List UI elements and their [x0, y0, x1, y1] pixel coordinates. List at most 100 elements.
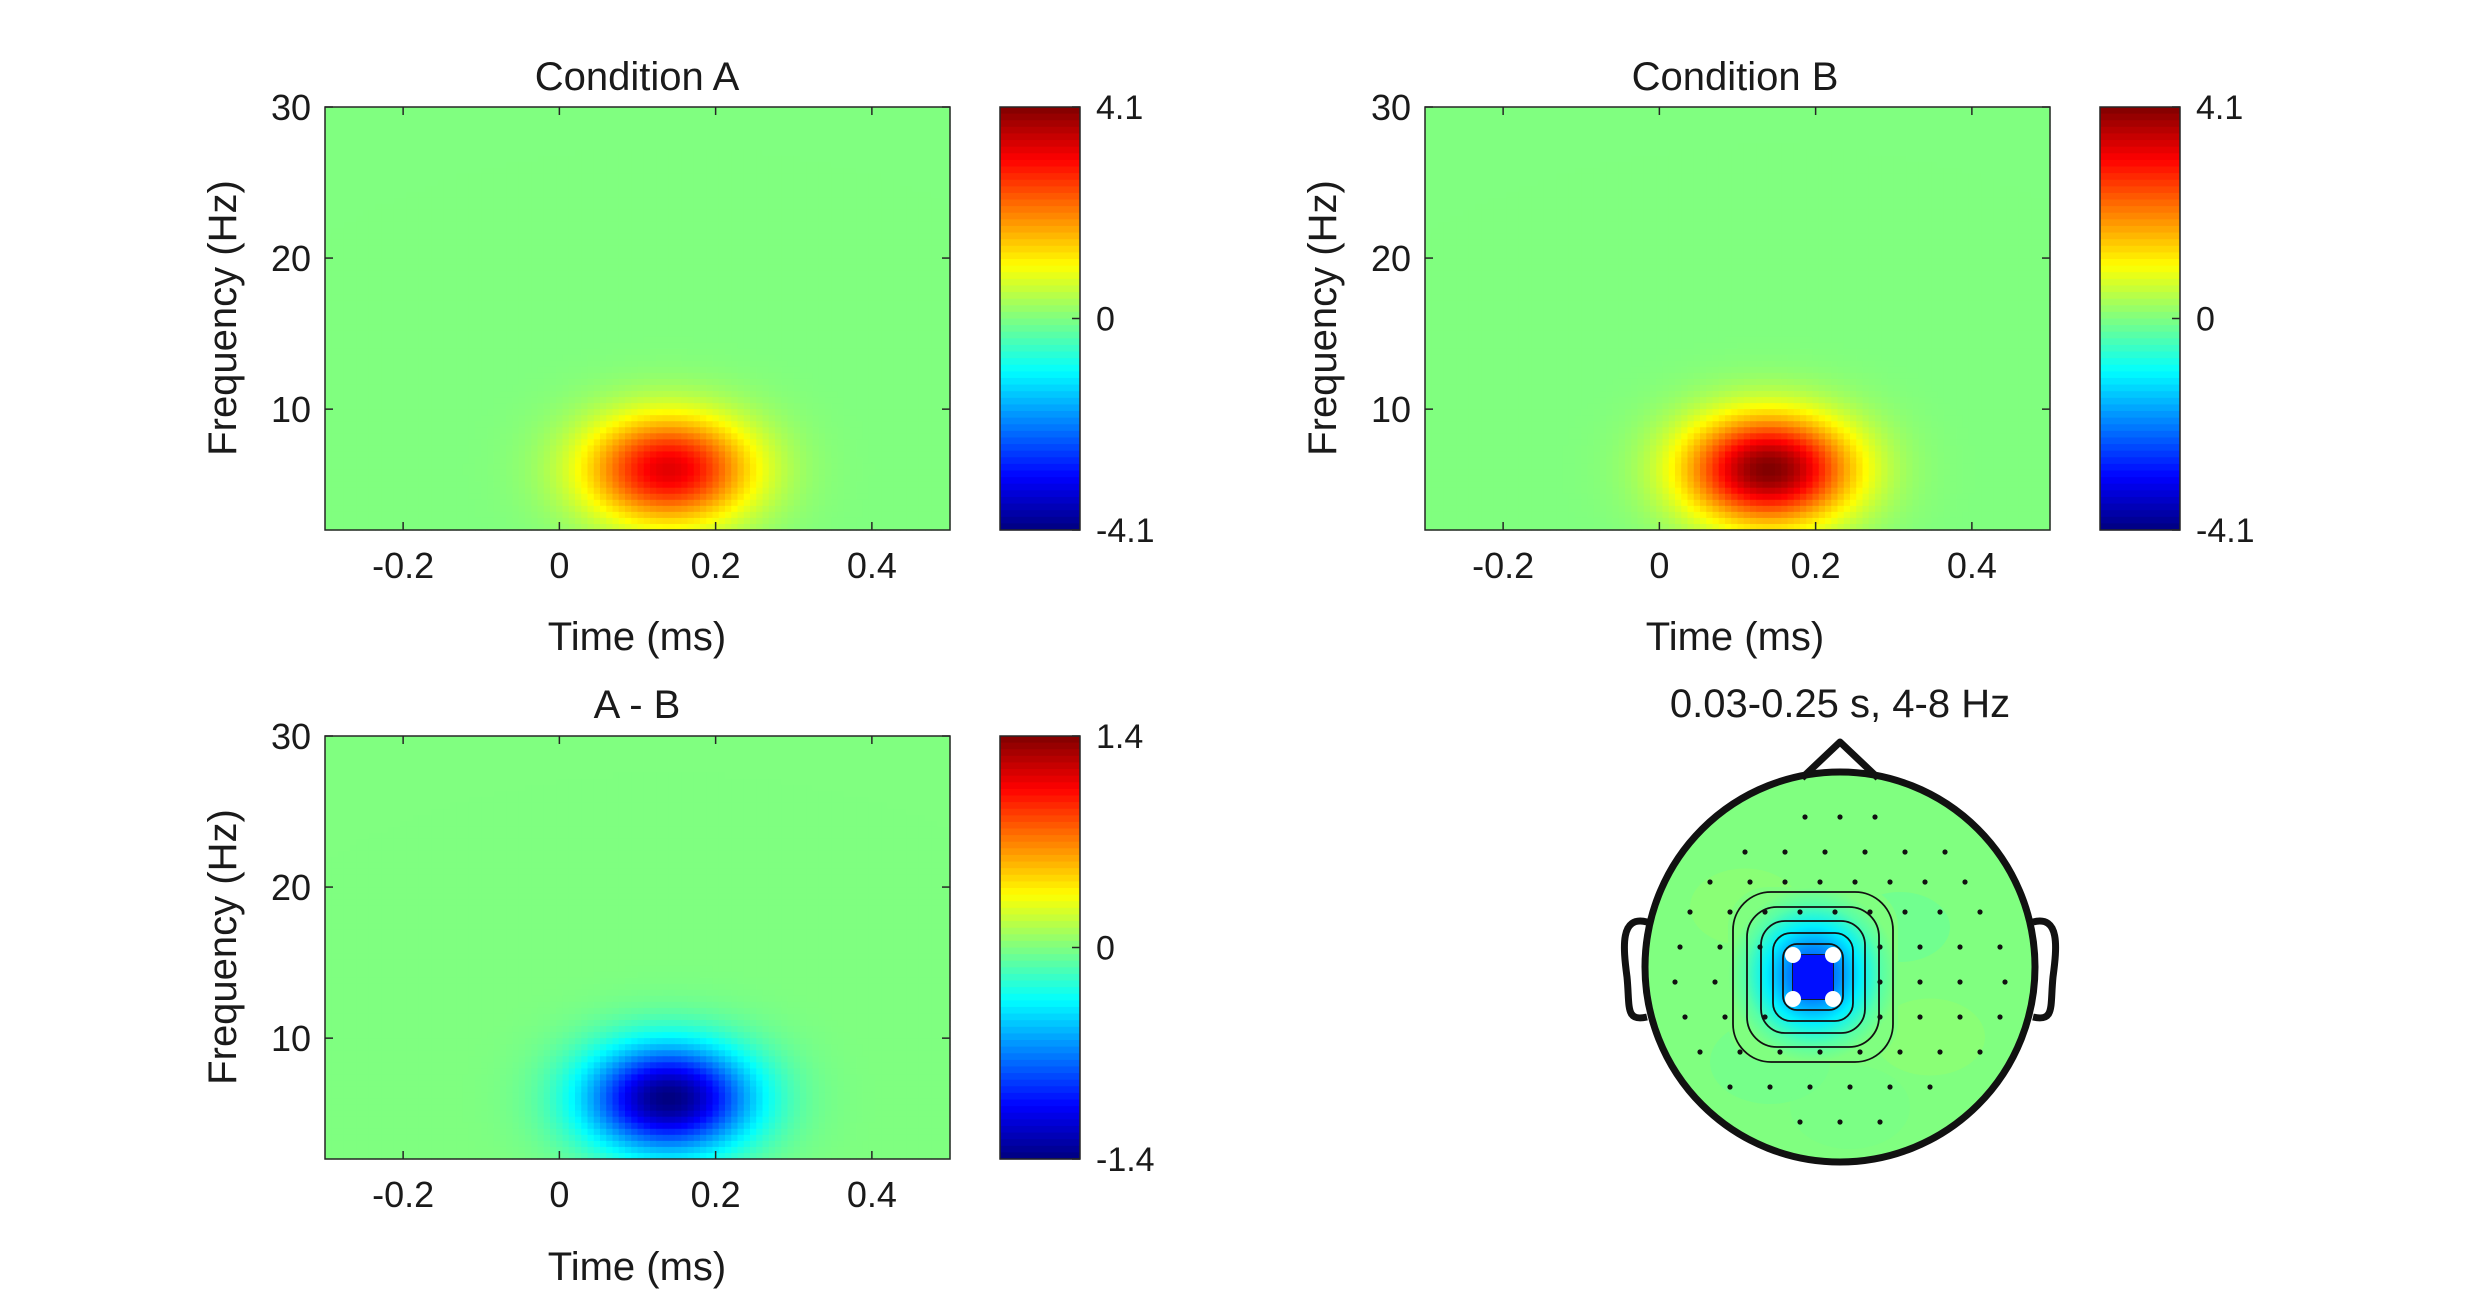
heatmap-cell: [500, 300, 507, 308]
heatmap-cell: [356, 318, 364, 326]
heatmap-cell: [550, 439, 557, 446]
heatmap-cell: [581, 264, 589, 271]
heatmap-cell: [325, 469, 332, 477]
heatmap-cell: [587, 511, 595, 519]
heatmap-cell: [625, 403, 632, 410]
heatmap-cell: [462, 258, 470, 265]
heatmap-cell: [618, 354, 626, 362]
heatmap-cell: [668, 499, 676, 507]
heatmap-cell: [481, 445, 489, 453]
heatmap-cell: [693, 433, 701, 440]
heatmap-cell: [756, 427, 764, 434]
heatmap-cell: [768, 137, 776, 144]
heatmap-cell: [481, 360, 489, 368]
heatmap-cell: [712, 409, 720, 416]
heatmap-cell: [356, 312, 364, 320]
heatmap-cell: [637, 203, 645, 211]
heatmap-cell: [631, 215, 639, 223]
heatmap-cell: [475, 161, 482, 169]
heatmap-cell: [681, 505, 689, 513]
heatmap-cell: [700, 360, 707, 368]
heatmap-cell: [456, 300, 464, 308]
heatmap-cell: [750, 155, 757, 162]
heatmap-cell: [368, 378, 376, 386]
heatmap-cell: [437, 439, 445, 446]
heatmap-cell: [400, 209, 407, 217]
heatmap-cell: [737, 481, 745, 489]
heatmap-cell: [518, 354, 526, 362]
heatmap-cell: [362, 149, 370, 156]
heatmap-cell: [512, 149, 520, 156]
heatmap-cell: [475, 336, 482, 344]
heatmap-cell: [693, 167, 701, 175]
heatmap-cell: [550, 131, 557, 138]
heatmap-cell: [481, 107, 489, 114]
heatmap-cell: [693, 264, 701, 271]
heatmap-cell: [368, 360, 376, 368]
heatmap-cell: [706, 397, 714, 404]
heatmap-cell: [681, 239, 689, 247]
heatmap-cell: [756, 294, 764, 301]
heatmap-cell: [612, 409, 620, 416]
heatmap-cell: [400, 421, 407, 428]
heatmap-cell: [418, 475, 426, 483]
heatmap-cell: [700, 372, 707, 380]
heatmap-cell: [506, 457, 514, 465]
heatmap-cell: [637, 487, 645, 495]
heatmap-cell: [550, 469, 557, 477]
heatmap-cell: [587, 318, 595, 326]
heatmap-cell: [325, 475, 332, 483]
heatmap-cell: [418, 391, 426, 398]
heatmap-cell: [387, 173, 395, 181]
heatmap-cell: [337, 324, 345, 332]
heatmap-cell: [468, 469, 476, 477]
heatmap-cell: [681, 409, 689, 416]
heatmap-cell: [525, 107, 532, 114]
heatmap-cell: [756, 179, 764, 187]
heatmap-cell: [737, 264, 745, 271]
heatmap-cell: [325, 221, 332, 229]
heatmap-cell: [431, 294, 439, 301]
heatmap-cell: [656, 131, 664, 138]
heatmap-cell: [481, 125, 489, 132]
heatmap-cell: [356, 487, 364, 495]
heatmap-cell: [462, 330, 470, 338]
heatmap-cell: [406, 451, 414, 459]
heatmap-cell: [693, 137, 701, 144]
heatmap-cell: [587, 161, 595, 169]
heatmap-cell: [743, 131, 751, 138]
heatmap-cell: [731, 264, 739, 271]
heatmap-cell: [606, 173, 614, 181]
heatmap-cell: [737, 517, 745, 525]
heatmap-cell: [562, 318, 570, 326]
heatmap-cell: [662, 203, 670, 211]
heatmap-cell: [393, 149, 401, 156]
heatmap-cell: [493, 330, 501, 338]
heatmap-cell: [725, 312, 732, 320]
heatmap-cell: [756, 300, 764, 308]
heatmap-cell: [712, 391, 720, 398]
heatmap-cell: [468, 397, 476, 404]
heatmap-cell: [706, 197, 714, 205]
heatmap-cell: [656, 403, 664, 410]
heatmap-cell: [437, 360, 445, 368]
heatmap-cell: [581, 288, 589, 295]
heatmap-cell: [481, 312, 489, 320]
heatmap-cell: [656, 469, 664, 477]
heatmap-cell: [762, 517, 770, 525]
heatmap-cell: [568, 179, 576, 187]
heatmap-cell: [425, 137, 432, 144]
heatmap-cell: [356, 439, 364, 446]
heatmap-cell: [687, 125, 695, 132]
heatmap-cell: [400, 227, 407, 235]
heatmap-cell: [762, 276, 770, 283]
heatmap-cell: [687, 403, 695, 410]
heatmap-cell: [368, 475, 376, 483]
heatmap-cell: [687, 149, 695, 156]
heatmap-cell: [662, 125, 670, 132]
heatmap-cell: [468, 481, 476, 489]
heatmap-cell: [756, 161, 764, 169]
heatmap-cell: [731, 107, 739, 114]
heatmap-cell: [762, 179, 770, 187]
